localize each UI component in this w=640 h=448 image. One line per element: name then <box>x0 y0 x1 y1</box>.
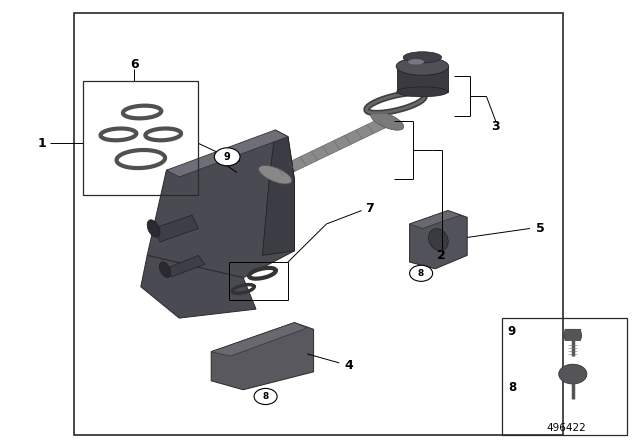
Ellipse shape <box>396 57 449 75</box>
Ellipse shape <box>429 228 448 251</box>
Polygon shape <box>147 137 294 278</box>
Polygon shape <box>410 211 467 269</box>
Text: 7: 7 <box>365 202 374 215</box>
Ellipse shape <box>259 165 292 184</box>
Text: 8: 8 <box>508 381 516 394</box>
Polygon shape <box>211 323 307 356</box>
Polygon shape <box>211 323 314 390</box>
Polygon shape <box>141 255 256 318</box>
Text: 1: 1 <box>37 137 46 150</box>
Ellipse shape <box>397 87 448 97</box>
Text: 6: 6 <box>130 58 139 72</box>
Circle shape <box>254 388 277 405</box>
Text: 5: 5 <box>536 222 545 235</box>
Polygon shape <box>166 130 288 177</box>
Text: 8: 8 <box>262 392 269 401</box>
Ellipse shape <box>403 52 442 63</box>
Polygon shape <box>262 130 294 255</box>
Circle shape <box>410 265 433 281</box>
Polygon shape <box>272 116 390 179</box>
Circle shape <box>559 364 587 384</box>
Ellipse shape <box>371 112 404 130</box>
Text: 3: 3 <box>492 120 500 133</box>
Ellipse shape <box>159 262 171 278</box>
Polygon shape <box>154 215 198 242</box>
Polygon shape <box>564 329 582 340</box>
Text: 8: 8 <box>418 269 424 278</box>
Text: 9: 9 <box>224 152 230 162</box>
Circle shape <box>214 148 240 166</box>
Polygon shape <box>165 255 205 277</box>
Text: 2: 2 <box>437 249 446 262</box>
Polygon shape <box>410 211 461 228</box>
Ellipse shape <box>147 220 160 237</box>
Text: 496422: 496422 <box>547 423 586 433</box>
Text: 9: 9 <box>508 325 516 338</box>
Polygon shape <box>397 67 448 92</box>
Ellipse shape <box>408 59 424 65</box>
Text: 4: 4 <box>344 358 353 372</box>
